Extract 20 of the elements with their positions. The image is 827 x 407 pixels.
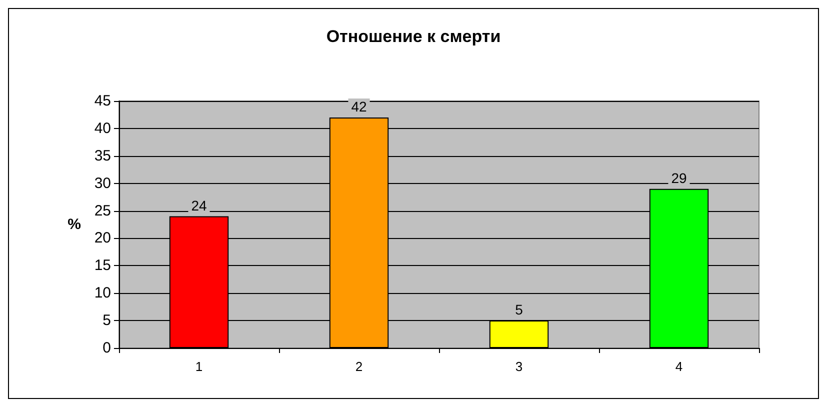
y-tick-label: 10: [94, 284, 111, 302]
x-tick-label: 3: [515, 359, 523, 374]
chart-title: Отношение к смерти: [326, 27, 501, 46]
data-label: 24: [191, 197, 207, 214]
x-tick-label: 2: [355, 359, 363, 374]
y-tick-label: 0: [102, 340, 111, 356]
data-label: 5: [515, 302, 524, 318]
x-tick-label: 1: [195, 359, 203, 374]
y-tick-label: 45: [94, 92, 111, 110]
y-tick-label: 40: [94, 120, 111, 137]
y-tick-label: 20: [94, 230, 111, 247]
y-tick-label: 25: [94, 202, 111, 220]
data-label: 29: [671, 170, 687, 186]
x-tick-label: 4: [675, 359, 683, 374]
y-tick-label: 30: [94, 174, 111, 192]
y-tick-label: 15: [94, 257, 111, 274]
y-tick-label: 35: [94, 147, 111, 164]
y-axis-title: %: [68, 216, 81, 233]
y-tick-label: 5: [102, 312, 111, 330]
data-label: 42: [351, 98, 367, 114]
